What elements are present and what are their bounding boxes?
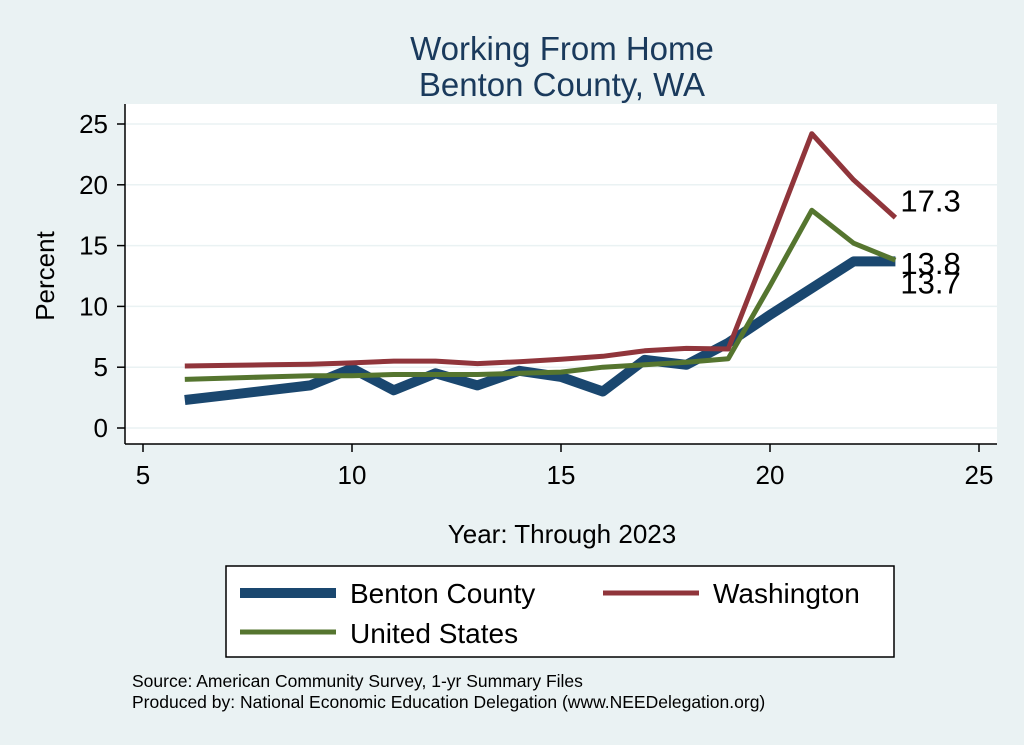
y-axis-title: Percent — [30, 230, 60, 320]
series-line-united-states — [184, 207, 897, 382]
y-tick-label-20: 20 — [79, 170, 108, 200]
y-tick-label-10: 10 — [79, 291, 108, 321]
y-tick-label-0: 0 — [94, 413, 108, 443]
source-note: Source: American Community Survey, 1-yr … — [132, 671, 583, 691]
chart-title-line-2: Benton County, WA — [419, 66, 705, 103]
x-tick-label-15: 15 — [547, 460, 576, 490]
x-tick-label-20: 20 — [756, 460, 785, 490]
y-tick-label-15: 15 — [79, 231, 108, 261]
legend: Benton County Washington United States — [225, 565, 895, 658]
x-axis-title: Year: Through 2023 — [448, 519, 676, 549]
legend-label-united-states: United States — [350, 618, 518, 649]
end-label-benton-county: 13.7 — [900, 265, 960, 300]
legend-box — [225, 565, 895, 658]
x-tick-label-10: 10 — [338, 460, 367, 490]
end-label-washington: 17.3 — [900, 184, 960, 219]
legend-label-washington: Washington — [713, 578, 860, 609]
series-layer — [184, 131, 898, 405]
end-labels: 13.7 17.3 13.8 — [900, 184, 960, 301]
produced-by-note: Produced by: National Economic Education… — [132, 692, 766, 712]
series-line-washington — [184, 131, 898, 369]
x-tick-label-5: 5 — [136, 460, 150, 490]
chart-title-line-1: Working From Home — [410, 30, 714, 67]
x-tick-label-25: 25 — [965, 460, 994, 490]
y-tick-label-5: 5 — [94, 352, 108, 382]
end-label-united-states: 13.8 — [900, 246, 960, 281]
y-tick-label-25: 25 — [79, 109, 108, 139]
legend-label-benton-county: Benton County — [350, 578, 535, 609]
